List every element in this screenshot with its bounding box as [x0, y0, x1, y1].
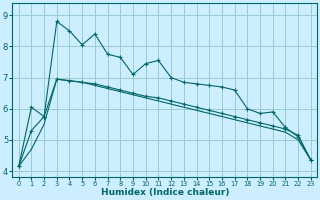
- X-axis label: Humidex (Indice chaleur): Humidex (Indice chaleur): [100, 188, 229, 197]
